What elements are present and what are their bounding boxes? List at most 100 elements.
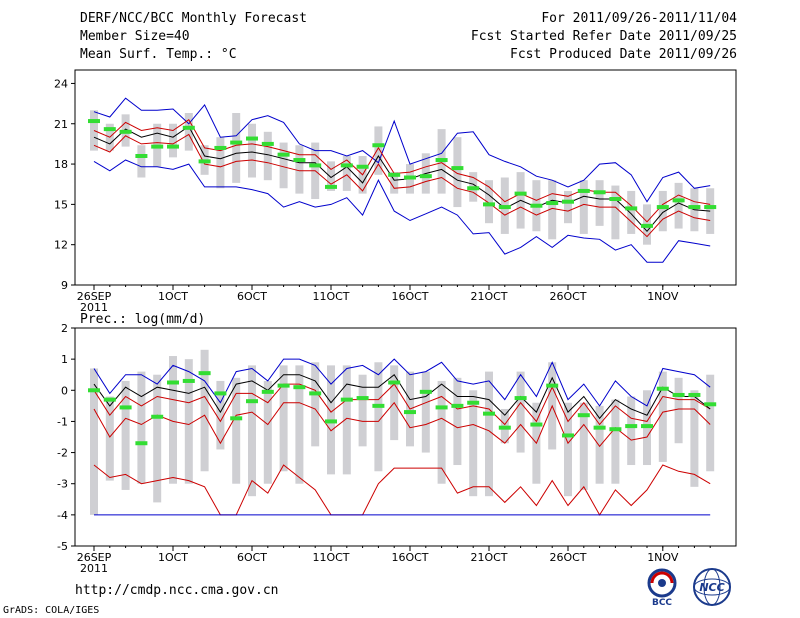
temp-marker	[261, 141, 274, 146]
temp-marker	[293, 158, 306, 163]
precip-xtick-label: 16OCT	[391, 551, 428, 564]
temp-marker	[577, 188, 590, 193]
temp-marker	[435, 158, 448, 163]
temp-range-bar	[548, 180, 557, 240]
precip-xtick-label: 21OCT	[470, 551, 507, 564]
temp-marker	[151, 144, 164, 149]
precip-range-bar	[453, 377, 462, 466]
temp-marker	[467, 186, 480, 191]
precip-ytick-label: -4	[57, 509, 68, 522]
precip-xtick-label: 11OCT	[312, 551, 349, 564]
temp-xtick-label: 21OCT	[470, 290, 507, 303]
precip-range-bar	[564, 402, 572, 497]
precip-xtick-label: 26OCT	[549, 551, 586, 564]
forecast-title: DERF/NCC/BCC Monthly Forecast	[80, 11, 307, 26]
precip-xtick-label: 6OCT	[237, 551, 267, 564]
precip-marker	[214, 391, 227, 396]
temp-xtick-label: 6OCT	[237, 290, 267, 303]
temp-marker	[119, 129, 132, 134]
precip-marker	[103, 397, 116, 402]
forecast-start-date: Fcst Started Refer Date 2011/09/25	[470, 29, 737, 44]
precip-marker	[498, 425, 511, 430]
temp-marker	[182, 125, 195, 130]
precip-marker	[182, 378, 195, 383]
temp-marker	[404, 175, 416, 180]
source-url[interactable]: http://cmdp.ncc.cma.gov.cn	[75, 583, 279, 598]
precip-marker	[419, 389, 432, 394]
precip-marker	[404, 410, 416, 415]
variable-label: Mean Surf. Temp.: °C	[80, 47, 237, 62]
precip-marker	[483, 411, 495, 416]
precip-marker	[119, 405, 132, 410]
temp-marker	[198, 159, 211, 164]
temp-range-bar	[184, 113, 193, 151]
temp-range-bar	[279, 142, 288, 189]
precip-range-bar	[674, 377, 683, 444]
precip-range-bar	[311, 362, 320, 447]
precip-marker	[577, 413, 590, 418]
temp-xtick-year-label: 2011	[80, 301, 108, 314]
precip-marker	[293, 385, 306, 390]
temp-range-bar	[90, 110, 98, 151]
temp-mean-line	[93, 125, 711, 233]
precip-marker	[277, 383, 290, 388]
precip-range-bar	[374, 362, 383, 472]
temp-xtick-label: 26SEP	[77, 290, 112, 303]
temp-marker	[167, 144, 179, 149]
precip-range-bar	[216, 380, 225, 450]
temp-xtick-label: 16OCT	[391, 290, 428, 303]
precip-marker	[167, 380, 179, 385]
temp-range-bar	[453, 137, 462, 208]
precip-marker	[530, 422, 543, 427]
precip-range-bar	[248, 365, 256, 497]
precip-marker	[435, 405, 448, 410]
temp-range-bar	[485, 180, 493, 224]
precip-range-bar	[690, 390, 699, 487]
precip-range-bar	[611, 399, 620, 484]
temp-ytick-label: 18	[54, 158, 68, 171]
temp-ytick-label: 24	[54, 77, 68, 90]
precip-plot-frame	[74, 327, 737, 547]
precip-ytick-label: 1	[61, 353, 68, 366]
precip-range-bar	[279, 365, 288, 472]
temp-plot-frame	[74, 69, 737, 286]
temp-marker	[672, 198, 685, 203]
forecast-produced-date: Fcst Produced Date 2011/09/26	[510, 47, 737, 62]
temp-range-bar	[295, 145, 304, 194]
temp-marker	[656, 205, 669, 210]
temp-marker	[641, 223, 653, 228]
precip-range-bar	[295, 365, 304, 484]
temp-range-bar	[327, 161, 335, 191]
temp-marker	[483, 202, 495, 207]
precip-upper-line	[93, 383, 711, 426]
precip-xtick-label: 26SEP	[77, 551, 112, 564]
temp-xtick-label: 11OCT	[312, 290, 349, 303]
bcc-logo: BCC	[647, 568, 677, 607]
precip-range-bar	[121, 380, 130, 490]
temp-marker	[388, 172, 401, 177]
precip-marker	[688, 392, 701, 397]
temp-marker	[419, 174, 432, 179]
precip-ytick-label: 0	[61, 384, 68, 397]
precip-marker	[88, 388, 100, 393]
precip-marker	[672, 392, 685, 397]
temp-xtick-label: 1NOV	[647, 290, 679, 303]
precip-range-bar	[658, 371, 667, 462]
precip-marker	[388, 380, 401, 385]
bcc-logo-text: BCC	[652, 598, 672, 607]
temp-marker	[309, 163, 322, 168]
temp-marker	[88, 119, 100, 124]
member-size-label: Member Size=40	[80, 29, 190, 44]
temp-range-bar	[579, 180, 588, 234]
precip-marker	[198, 371, 211, 376]
temp-marker	[325, 184, 337, 189]
precip-marker	[356, 396, 369, 401]
precip-marker	[641, 424, 653, 429]
temp-range-bar	[216, 137, 225, 189]
temp-marker	[340, 163, 353, 168]
temp-range-bar	[169, 123, 177, 158]
temp-marker	[230, 140, 243, 145]
precip-ytick-label: -3	[57, 478, 68, 491]
precip-marker	[593, 425, 606, 430]
